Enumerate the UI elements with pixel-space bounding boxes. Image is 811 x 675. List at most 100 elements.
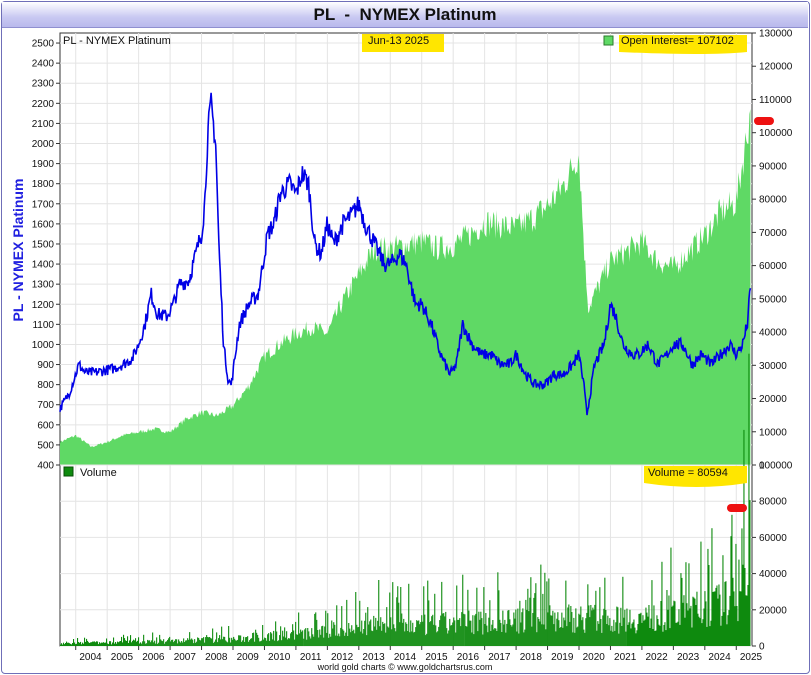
volume-bar bbox=[725, 581, 727, 646]
volume-bar bbox=[264, 637, 266, 646]
volume-bar bbox=[464, 614, 466, 646]
volume-bar bbox=[552, 610, 554, 646]
volume-bar bbox=[317, 630, 319, 646]
volume-bar bbox=[375, 617, 377, 646]
volume-bar bbox=[231, 637, 233, 646]
volume-bar bbox=[493, 629, 495, 646]
volume-bar bbox=[350, 632, 352, 646]
volume-bar bbox=[685, 562, 687, 646]
volume-bar bbox=[364, 620, 366, 646]
volume-bar bbox=[468, 610, 470, 646]
volume-bar bbox=[745, 595, 747, 646]
volume-bar bbox=[501, 632, 503, 646]
volume-bar bbox=[568, 604, 570, 646]
volume-bar bbox=[182, 642, 184, 646]
volume-bar bbox=[587, 584, 589, 646]
volume-bars bbox=[60, 353, 751, 646]
volume-bar bbox=[200, 640, 202, 646]
volume-bar bbox=[139, 643, 141, 646]
volume-bar bbox=[575, 608, 577, 646]
volume-bar bbox=[403, 618, 405, 646]
volume-bar bbox=[697, 613, 699, 646]
volume-bar bbox=[706, 626, 708, 646]
year-tick-label: 2022 bbox=[646, 652, 669, 663]
volume-tick-label: 20000 bbox=[759, 605, 787, 616]
volume-bar bbox=[478, 611, 480, 646]
open-interest-tick-label: 80000 bbox=[759, 195, 787, 206]
volume-bar bbox=[637, 624, 639, 646]
volume-bar bbox=[639, 613, 641, 646]
volume-bar bbox=[452, 622, 454, 646]
volume-bar bbox=[128, 643, 130, 646]
volume-bar bbox=[624, 609, 626, 646]
price-tick-label: 2500 bbox=[32, 39, 55, 50]
open-interest-tick-label: 20000 bbox=[759, 394, 787, 405]
volume-bar bbox=[523, 632, 525, 646]
price-tick-label: 700 bbox=[37, 400, 54, 411]
volume-bar bbox=[356, 624, 358, 646]
volume-bar bbox=[117, 641, 119, 646]
year-tick-label: 2018 bbox=[520, 652, 543, 663]
volume-bar bbox=[88, 642, 90, 646]
volume-bar bbox=[545, 629, 547, 646]
volume-bar bbox=[608, 625, 610, 646]
volume-bar bbox=[564, 620, 566, 646]
volume-bar bbox=[76, 643, 78, 646]
volume-bar bbox=[526, 609, 528, 646]
volume-bar bbox=[286, 631, 288, 646]
volume-bar bbox=[96, 641, 98, 646]
volume-bar bbox=[432, 614, 434, 646]
volume-bar bbox=[175, 639, 177, 646]
volume-bar bbox=[431, 616, 433, 646]
volume-bar bbox=[77, 638, 79, 646]
volume-bar bbox=[256, 632, 258, 646]
volume-bar bbox=[746, 595, 748, 646]
volume-bar bbox=[479, 619, 481, 646]
volume-highlight bbox=[644, 466, 747, 487]
volume-bar bbox=[361, 620, 363, 646]
volume-bar bbox=[489, 600, 491, 646]
volume-bar bbox=[287, 639, 289, 646]
volume-bar bbox=[170, 641, 172, 646]
volume-bar bbox=[443, 613, 445, 646]
volume-bar bbox=[229, 637, 231, 646]
volume-bar bbox=[302, 630, 304, 646]
volume-bar bbox=[367, 607, 369, 646]
volume-bar bbox=[186, 640, 188, 646]
volume-bar bbox=[95, 642, 97, 646]
volume-bar bbox=[607, 615, 609, 646]
volume-bar bbox=[578, 613, 580, 646]
volume-bar bbox=[107, 643, 109, 646]
volume-bar bbox=[67, 642, 69, 646]
volume-bar bbox=[610, 630, 612, 646]
volume-bar bbox=[91, 642, 93, 646]
volume-bar bbox=[437, 631, 439, 646]
volume-bar bbox=[308, 631, 310, 646]
volume-bar bbox=[650, 618, 652, 646]
volume-bar bbox=[400, 587, 402, 646]
volume-bar bbox=[448, 630, 450, 646]
volume-bar bbox=[331, 620, 333, 646]
volume-bar bbox=[413, 632, 415, 646]
volume-bar bbox=[249, 640, 251, 646]
volume-bar bbox=[208, 637, 210, 646]
volume-bar bbox=[304, 629, 306, 646]
volume-bar bbox=[589, 617, 591, 646]
volume-bar bbox=[684, 617, 686, 646]
volume-bar bbox=[253, 632, 255, 646]
volume-legend-swatch bbox=[63, 466, 74, 477]
volume-bar bbox=[313, 636, 315, 646]
volume-bar bbox=[393, 624, 395, 646]
volume-bar bbox=[646, 612, 648, 646]
volume-bar bbox=[270, 632, 272, 646]
volume-bar bbox=[599, 587, 601, 646]
volume-bar bbox=[277, 641, 279, 646]
volume-bar bbox=[428, 600, 430, 646]
volume-bar bbox=[173, 642, 175, 646]
volume-bar bbox=[702, 619, 704, 646]
volume-bar bbox=[615, 622, 617, 646]
volume-bar bbox=[297, 634, 299, 646]
volume-bar bbox=[682, 602, 684, 646]
volume-bar bbox=[457, 619, 459, 646]
volume-bar bbox=[619, 622, 621, 646]
